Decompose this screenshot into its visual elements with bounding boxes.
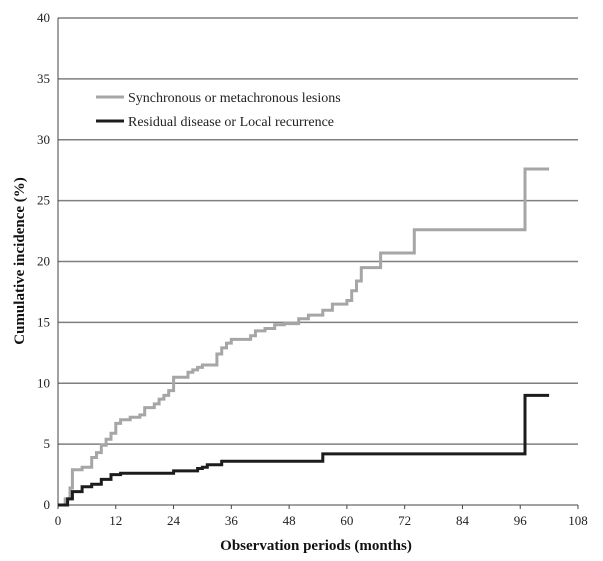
x-tick-label: 48	[283, 513, 296, 528]
y-tick-label: 10	[37, 375, 50, 390]
x-tick-label: 72	[398, 513, 411, 528]
y-tick-label: 30	[37, 132, 50, 147]
legend-label-residual: Residual disease or Local recurrence	[128, 115, 334, 130]
y-tick-label: 40	[37, 10, 50, 25]
y-tick-label: 15	[37, 314, 50, 329]
x-tick-label: 108	[568, 513, 588, 528]
y-axis-title: Cumulative incidence (%)	[12, 177, 28, 344]
x-tick-label: 84	[456, 513, 470, 528]
y-tick-label: 25	[37, 193, 50, 208]
y-tick-label: 0	[44, 497, 51, 512]
x-tick-labels: 0 12 24 36 48 60 72 84 96 108	[55, 505, 588, 528]
series-line-residual	[58, 393, 550, 507]
legend: Synchronous or metachronous lesions Resi…	[96, 91, 341, 130]
x-tick-label: 0	[55, 513, 62, 528]
x-tick-label: 24	[167, 513, 181, 528]
grid-lines	[58, 17, 578, 445]
x-tick-label: 12	[109, 513, 122, 528]
x-tick-label: 60	[340, 513, 353, 528]
legend-label-synchronous: Synchronous or metachronous lesions	[128, 91, 341, 106]
series-line-synchronous	[58, 167, 550, 507]
y-tick-labels: 0 5 10 15 20 25 30 35 40	[37, 10, 50, 512]
x-tick-label: 96	[514, 513, 528, 528]
axes	[57, 18, 578, 506]
x-axis-title: Observation periods (months)	[220, 538, 412, 554]
y-tick-label: 20	[37, 254, 50, 269]
y-tick-label: 5	[44, 436, 51, 451]
series-lines	[58, 167, 550, 507]
x-tick-label: 36	[225, 513, 239, 528]
y-tick-label: 35	[37, 71, 50, 86]
